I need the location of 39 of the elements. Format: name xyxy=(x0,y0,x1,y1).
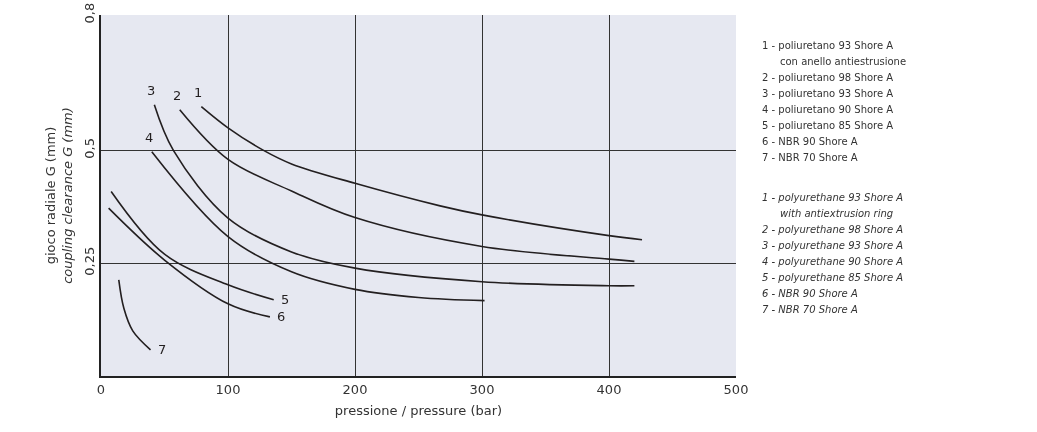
line-series xyxy=(110,190,275,301)
text: 1 - polyurethane 93 Shore A with antiextrusion ring xyxy=(762,192,904,219)
line-series xyxy=(153,104,636,287)
y-tick-label: 0,25 xyxy=(81,246,97,276)
series-label: 6 xyxy=(277,309,286,324)
x-tick-label: 400 xyxy=(596,381,622,397)
series-label: 4 xyxy=(145,130,154,145)
y-tick-label: 0,5 xyxy=(81,138,97,159)
text: 7 - NBR 70 Shore A xyxy=(762,304,858,315)
text: 5 - poliuretano 85 Shore A xyxy=(762,120,894,131)
x-tick-label: 300 xyxy=(469,381,495,397)
line-series xyxy=(151,150,486,302)
text: 2 - poliuretano 98 Shore A xyxy=(762,72,894,83)
x-tick-label: 0 xyxy=(96,381,106,397)
series-label: 3 xyxy=(147,83,156,98)
y-tick-label: 0,8 xyxy=(81,2,97,24)
y-axis-title: gioco radiale G (mm) coupling clearance G (mm) xyxy=(43,107,76,284)
text: 6 - NBR 90 Shore A xyxy=(762,136,858,147)
series-label: 5 xyxy=(281,292,290,307)
x-tick-label: 200 xyxy=(342,381,368,397)
series-label: 7 xyxy=(158,342,167,357)
series-label: 1 xyxy=(194,85,203,100)
text: 3 - poliuretano 93 Shore A xyxy=(762,88,894,99)
line-series xyxy=(200,105,643,241)
line-series xyxy=(117,279,152,351)
text: 4 - poliuretano 90 Shore A xyxy=(762,104,894,115)
text: 2 - polyurethane 98 Shore A xyxy=(762,224,904,235)
text: 1 - poliuretano 93 Shore A con anello antiestrusione xyxy=(762,40,907,67)
x-tick-label: 500 xyxy=(723,381,749,397)
text: 4 - polyurethane 90 Shore A xyxy=(762,256,904,267)
text: 3 - polyurethane 93 Shore A xyxy=(762,240,904,251)
line-series xyxy=(178,108,636,263)
line-series xyxy=(107,207,271,318)
text: 5 - polyurethane 85 Shore A xyxy=(762,272,904,283)
x-tick-label: 100 xyxy=(215,381,241,397)
series-label: 2 xyxy=(173,88,182,103)
x-axis-title: pressione / pressure (bar) xyxy=(334,402,503,418)
text: 7 - NBR 70 Shore A xyxy=(762,152,858,163)
text: 6 - NBR 90 Shore A xyxy=(762,288,858,299)
